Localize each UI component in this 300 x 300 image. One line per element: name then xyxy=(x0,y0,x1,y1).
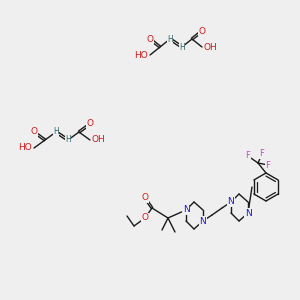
Text: H: H xyxy=(53,128,59,136)
Text: F: F xyxy=(266,160,270,169)
Text: F: F xyxy=(260,149,264,158)
Text: F: F xyxy=(246,152,250,160)
Text: O: O xyxy=(146,34,154,43)
Text: H: H xyxy=(167,34,173,43)
Text: O: O xyxy=(142,194,148,202)
Text: OH: OH xyxy=(92,136,106,145)
Text: N: N xyxy=(244,208,251,217)
Text: H: H xyxy=(65,136,71,145)
Text: N: N xyxy=(183,206,189,214)
Text: OH: OH xyxy=(204,43,218,52)
Text: O: O xyxy=(142,214,148,223)
Text: HO: HO xyxy=(18,143,32,152)
Text: O: O xyxy=(199,26,206,35)
Text: N: N xyxy=(200,217,206,226)
Text: HO: HO xyxy=(134,50,148,59)
Text: N: N xyxy=(228,197,234,206)
Text: O: O xyxy=(86,119,94,128)
Text: O: O xyxy=(31,128,38,136)
Text: H: H xyxy=(179,43,185,52)
